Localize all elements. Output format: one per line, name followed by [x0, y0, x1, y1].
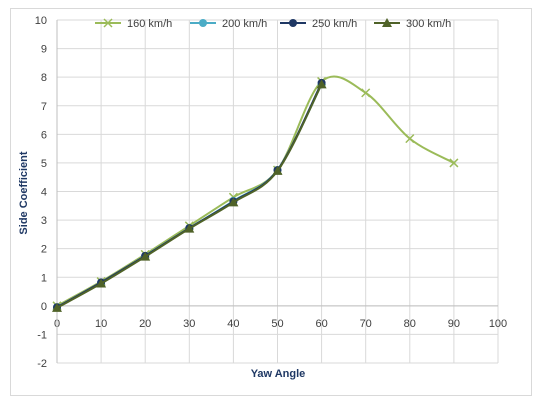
axes: -2-10123456789100102030405060708090100 — [35, 15, 507, 370]
y-tick-label: 9 — [41, 44, 47, 56]
legend-label: 200 km/h — [222, 18, 267, 30]
x-tick-label: 30 — [183, 318, 195, 330]
y-tick-label: 4 — [41, 187, 47, 199]
x-tick-label: 40 — [227, 318, 239, 330]
x-tick-label: 60 — [315, 318, 327, 330]
legend-item: 160 km/h — [95, 18, 172, 30]
legend-item: 300 km/h — [374, 18, 451, 30]
data-point — [449, 158, 459, 168]
x-tick-label: 90 — [448, 318, 460, 330]
legend-marker — [289, 19, 297, 27]
data-point — [361, 88, 371, 98]
x-axis-title: Yaw Angle — [251, 368, 306, 380]
data-point — [52, 302, 62, 312]
legend-marker — [199, 19, 207, 27]
x-tick-label: 70 — [360, 318, 372, 330]
x-tick-label: 20 — [139, 318, 151, 330]
chart-frame — [10, 8, 532, 396]
y-tick-label: 5 — [41, 158, 47, 170]
legend-marker — [382, 18, 392, 27]
y-tick-label: 0 — [41, 301, 47, 313]
y-tick-label: 7 — [41, 101, 47, 113]
data-point — [184, 223, 195, 233]
y-tick-label: 1 — [41, 272, 47, 284]
x-tick-label: 80 — [404, 318, 416, 330]
legend-item: 200 km/h — [190, 18, 267, 30]
legend-label: 160 km/h — [127, 18, 172, 30]
y-tick-label: -1 — [37, 329, 47, 341]
series-300-km-h — [52, 79, 327, 312]
x-tick-label: 10 — [95, 318, 107, 330]
legend-label: 250 km/h — [312, 18, 357, 30]
series-layer — [52, 75, 459, 312]
legend-label: 300 km/h — [406, 18, 451, 30]
y-tick-label: -2 — [37, 358, 47, 370]
data-point — [228, 197, 239, 207]
y-tick-label: 2 — [41, 244, 47, 256]
data-point — [140, 251, 151, 261]
data-point — [96, 278, 107, 288]
legend: 160 km/h 200 km/h 250 km/h 300 km/h — [95, 18, 451, 30]
y-tick-label: 10 — [35, 15, 47, 27]
legend-marker — [103, 18, 113, 28]
x-tick-label: 50 — [271, 318, 283, 330]
y-tick-label: 6 — [41, 129, 47, 141]
y-tick-label: 3 — [41, 215, 47, 227]
x-tick-label: 100 — [489, 318, 507, 330]
legend-item: 250 km/h — [280, 18, 357, 30]
y-axis-title: Side Coefficient — [18, 151, 30, 234]
grid-lines — [56, 19, 499, 364]
data-point — [405, 134, 415, 144]
y-tick-label: 8 — [41, 72, 47, 84]
data-point — [316, 79, 327, 89]
data-point — [272, 165, 283, 175]
